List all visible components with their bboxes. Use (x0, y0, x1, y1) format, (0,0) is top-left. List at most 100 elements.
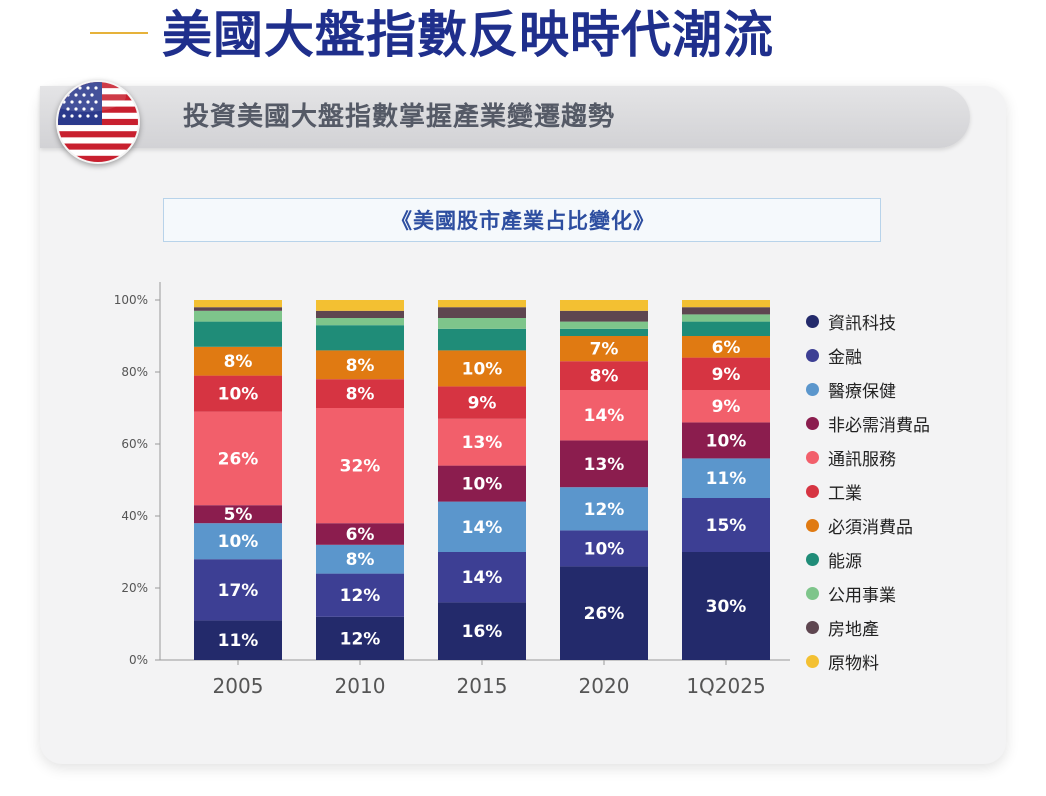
bar-segment (438, 501, 526, 552)
x-tick-label: 2005 (213, 674, 264, 698)
legend-dot-icon (806, 416, 819, 430)
legend-label: 工業 (828, 483, 862, 504)
bar-segment (682, 422, 770, 459)
data-label: 11% (218, 631, 259, 651)
bar-segment (316, 573, 404, 617)
bar-segment (316, 379, 404, 408)
legend-label: 房地產 (828, 619, 879, 640)
data-label: 10% (706, 431, 747, 451)
bar-segment (194, 620, 282, 660)
page-title: 美國大盤指數反映時代潮流 (162, 6, 774, 64)
bar-segment (194, 411, 282, 506)
legend-label: 金融 (828, 347, 862, 368)
data-label: 5% (224, 505, 253, 525)
bar-segment (316, 544, 404, 574)
bar-segment (194, 310, 282, 322)
bar-segment (316, 318, 404, 326)
bar-segment (316, 616, 404, 660)
bar-segment (560, 487, 648, 531)
data-label: 14% (462, 568, 503, 588)
bar-segment (560, 300, 648, 311)
data-label: 8% (590, 367, 619, 387)
legend-label: 必須消費品 (828, 517, 913, 538)
bar-segment (438, 418, 526, 466)
bar-segment (560, 361, 648, 390)
bar-segment (316, 310, 404, 318)
x-tick-label: 1Q2025 (686, 674, 765, 698)
y-tick-label: 40% (121, 509, 148, 523)
bar-segment (682, 300, 770, 308)
y-tick-label: 20% (121, 581, 148, 595)
bar-segment (194, 375, 282, 412)
x-tick-label: 2010 (335, 674, 386, 698)
bar-segment (560, 390, 648, 441)
data-label: 30% (706, 597, 747, 617)
legend-item: 工業 (806, 474, 1006, 508)
bar-segment (560, 310, 648, 322)
bar-segment (560, 530, 648, 567)
data-label: 12% (584, 500, 625, 520)
x-tick-label: 2015 (457, 674, 508, 698)
bar-segment (560, 336, 648, 362)
data-label: 9% (468, 394, 497, 414)
bar-segment (194, 300, 282, 308)
banner (40, 86, 970, 148)
legend-item: 非必需消費品 (806, 406, 1006, 440)
data-label: 14% (462, 518, 503, 538)
legend-label: 資訊科技 (828, 313, 896, 334)
y-tick-label: 100% (114, 293, 148, 307)
legend-item: 能源 (806, 542, 1006, 576)
legend-item: 資訊科技 (806, 304, 1006, 338)
bar-segment (438, 602, 526, 660)
bar-segment (560, 328, 648, 336)
bar-segment (682, 390, 770, 423)
bar-segment (316, 300, 404, 311)
data-label: 8% (346, 356, 375, 376)
legend-dot-icon (806, 450, 819, 464)
y-tick-label: 80% (121, 365, 148, 379)
main-title: 美國大盤指數反映時代潮流 (0, 0, 1046, 72)
bar-segment (560, 440, 648, 488)
chart-title-box: 《美國股市產業占比變化》 (163, 198, 881, 242)
data-label: 6% (346, 525, 375, 545)
data-label: 8% (224, 352, 253, 372)
chart-legend: 資訊科技 金融 醫療保健 非必需消費品 通訊服務 工業 必須消費品 能源 公用事業 房地產 原物料 (806, 304, 1006, 678)
title-accent-line (90, 32, 148, 34)
data-label: 16% (462, 622, 503, 642)
y-tick-label: 0% (129, 653, 148, 667)
bar-segment (316, 408, 404, 524)
bar-segment (682, 552, 770, 660)
legend-item: 通訊服務 (806, 440, 1006, 474)
legend-dot-icon (806, 382, 819, 396)
legend-item: 必須消費品 (806, 508, 1006, 542)
data-label: 8% (346, 550, 375, 570)
legend-dot-icon (806, 586, 819, 600)
bar-segment (438, 465, 526, 502)
data-label: 26% (584, 604, 625, 624)
legend-item: 房地產 (806, 610, 1006, 644)
bar-segment (316, 523, 404, 545)
banner-title: 投資美國大盤指數掌握產業變遷趨勢 (183, 102, 616, 132)
data-label: 10% (462, 475, 503, 495)
bar-segment (682, 314, 770, 322)
chart-title: 《美國股市產業占比變化》 (391, 209, 655, 233)
data-label: 7% (590, 340, 619, 360)
data-label: 11% (706, 469, 747, 489)
legend-label: 原物料 (828, 653, 879, 674)
data-label: 12% (340, 586, 381, 606)
legend-dot-icon (806, 620, 819, 634)
data-label: 10% (584, 539, 625, 559)
y-tick-label: 60% (121, 437, 148, 451)
legend-label: 通訊服務 (828, 449, 896, 470)
data-label: 13% (462, 433, 503, 453)
bar-segment (194, 505, 282, 524)
data-label: 13% (584, 455, 625, 475)
legend-dot-icon (806, 484, 819, 498)
legend-dot-icon (806, 314, 819, 328)
us-flag-icon (56, 80, 140, 164)
bar-segment (682, 321, 770, 336)
bar-segment (316, 350, 404, 380)
data-label: 10% (218, 532, 259, 552)
bar-segment (438, 307, 526, 318)
